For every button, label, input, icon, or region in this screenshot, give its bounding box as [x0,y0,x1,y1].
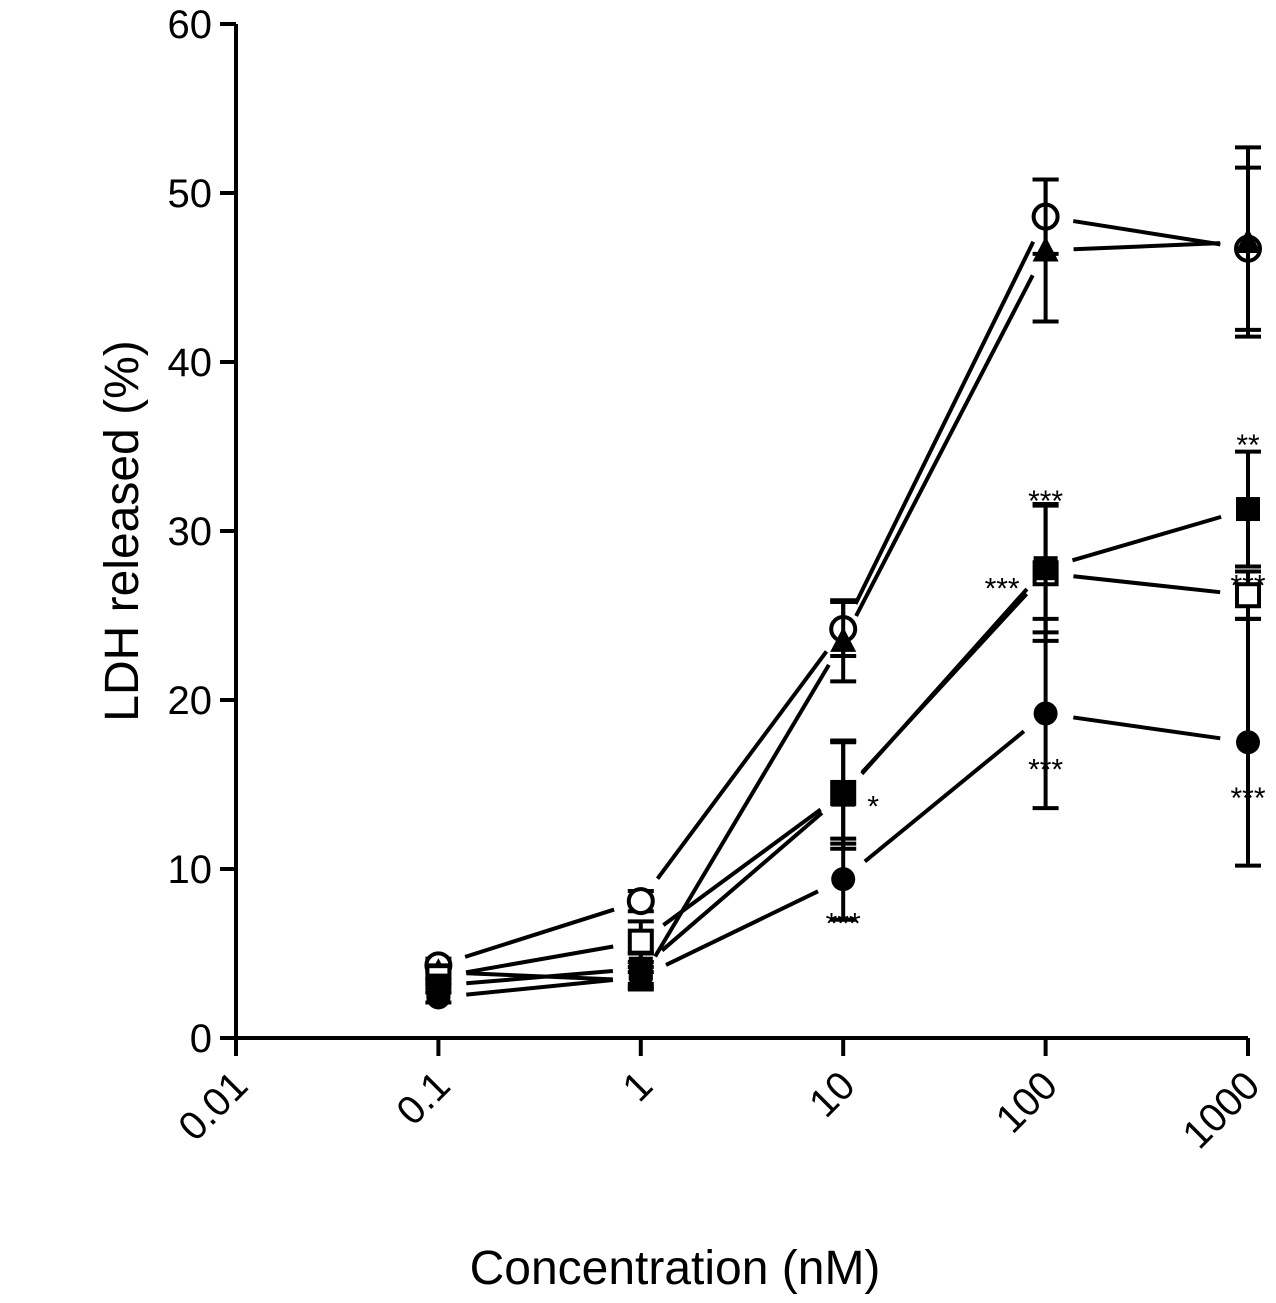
y-tick-label: 60 [168,3,213,47]
y-tick-label: 30 [168,510,213,554]
series-line-segment [1073,241,1221,252]
x-axis-title: Concentration (nM) [470,1242,881,1295]
data-point-filled-circle [628,965,653,990]
significance-annotation: *** [1028,753,1063,786]
y-tick-label: 40 [168,341,213,385]
data-point-open-square [1235,582,1261,609]
series-line-segment [660,811,824,952]
series-line-segment [853,240,1036,605]
series-line-segment [1071,514,1222,563]
data-point-filled-circle [426,985,451,1010]
series-line-segment [1073,715,1221,741]
series-line-segment [665,889,819,967]
annotations: ********************* [826,429,1266,940]
y-tick-label: 50 [168,172,213,216]
data-point-filled-circle [1033,701,1058,726]
series-line-segment [854,274,1035,617]
data-point-filled-square [831,782,856,807]
significance-annotation: * [867,791,879,824]
data-point-filled-triangle [1235,228,1261,254]
significance-annotation: *** [985,573,1020,606]
series-line-segment [466,969,614,986]
significance-annotation: *** [1028,485,1063,518]
series-line-segment [863,729,1026,863]
y-tick-label: 20 [168,679,213,723]
x-tick-label: 0.1 [388,1063,458,1133]
x-tick-label: 100 [988,1063,1066,1141]
y-ticks: 0 10 20 30 40 50 60 [168,3,236,1061]
x-tick-label: 1000 [1174,1063,1268,1157]
series-line-segment [465,944,614,975]
data-point-filled-circle [831,867,856,892]
significance-annotation: ** [1236,429,1260,462]
series-line-segment [466,977,614,997]
y-tick-label: 10 [168,848,213,892]
series-line-segment [464,907,615,959]
y-axis-title: LDH released (%) [96,340,149,721]
series-line-segment [1073,574,1221,595]
series-line-segment [860,587,1029,776]
series-filled-circle [425,616,1261,1010]
x-ticks: 0.01 0.1 1 10 100 1000 [170,1038,1268,1157]
y-tick-label: 0 [190,1017,212,1061]
data-point-filled-circle [1236,730,1260,755]
axes [234,24,1248,1040]
data-point-filled-square [1236,497,1260,522]
series-line-segment [1072,219,1221,247]
series-line-segment [662,807,822,927]
data-point-filled-triangle [1032,236,1059,262]
significance-annotation: *** [826,907,861,940]
x-tick-label: 0.01 [170,1063,256,1149]
data-point-filled-square [1033,556,1058,581]
data-point-open-square [627,928,654,955]
series-layer [424,145,1262,1010]
significance-annotation: *** [1230,569,1265,602]
x-tick-label: 1 [614,1063,661,1110]
data-point-filled-triangle [830,626,857,652]
significance-annotation: *** [1230,782,1265,815]
data-point-open-circle [626,887,655,916]
series-line-segment [655,650,829,880]
x-tick-label: 10 [801,1063,864,1126]
